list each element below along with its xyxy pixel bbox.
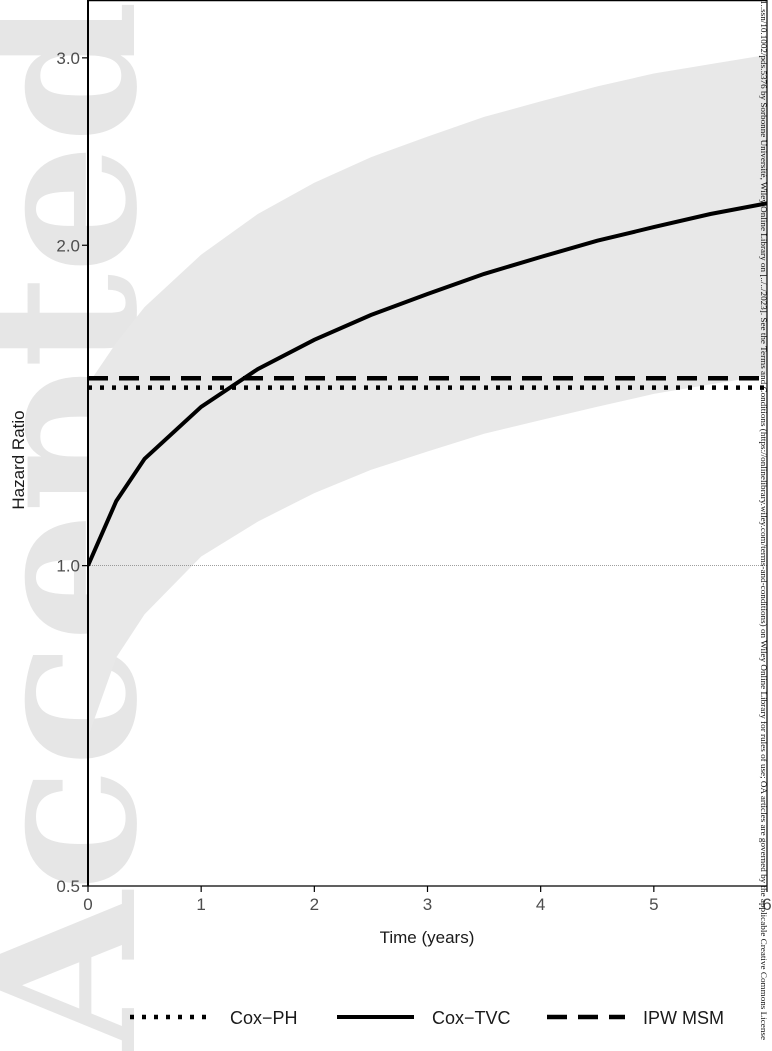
x-tick-label: 3	[423, 895, 432, 914]
y-tick-label: 3.0	[56, 49, 80, 68]
axes: 0.5 1.0 2.0 3.0 0 1 2 3 4 5 6	[56, 0, 772, 914]
y-axis-title: Hazard Ratio	[9, 410, 28, 509]
y-tick-label: 1.0	[56, 557, 80, 576]
legend-label: Cox−PH	[230, 1008, 298, 1028]
y-tick-label: 0.5	[56, 877, 80, 896]
x-tick-label: 2	[310, 895, 319, 914]
plot-area	[88, 54, 767, 738]
legend-label: IPW MSM	[643, 1008, 724, 1028]
x-tick-label: 5	[649, 895, 658, 914]
confidence-band	[88, 54, 767, 738]
x-tick-label: 0	[83, 895, 92, 914]
x-tick-label: 4	[536, 895, 545, 914]
legend-label: Cox−TVC	[432, 1008, 511, 1028]
x-tick-label: 6	[762, 895, 771, 914]
license-side-notice: 1..ssn/10.1002/pds.5376 by Sorbonne Univ…	[759, 0, 769, 1040]
series-cox-tvc	[88, 201, 767, 567]
x-tick-label: 1	[196, 895, 205, 914]
legend: Cox−PH Cox−TVC IPW MSM	[130, 1008, 724, 1028]
x-axis-title: Time (years)	[380, 928, 475, 947]
y-tick-label: 2.0	[56, 236, 80, 255]
